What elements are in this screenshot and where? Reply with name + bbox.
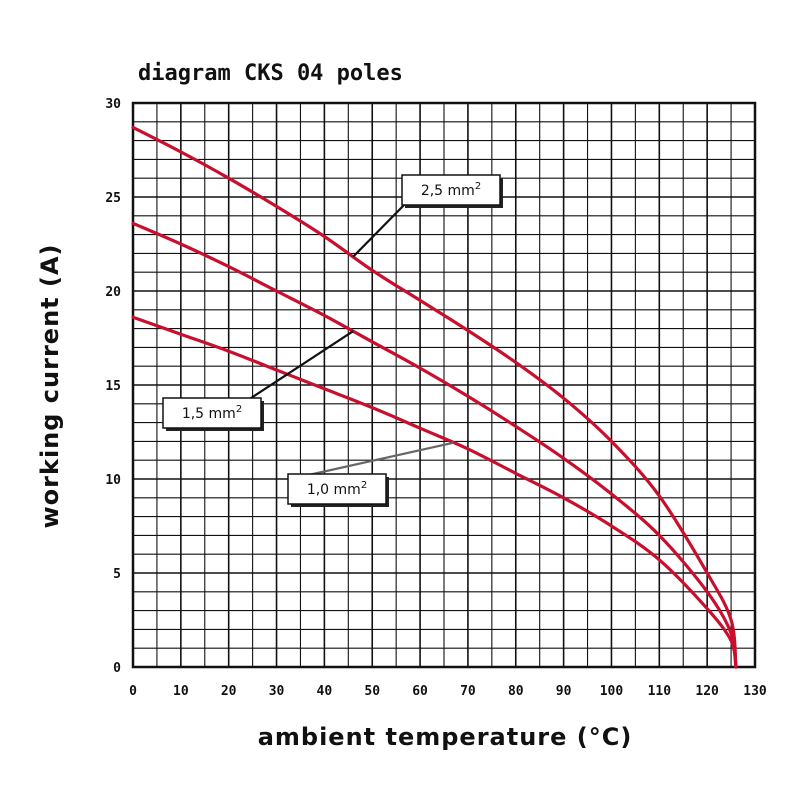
x-tick-label: 120	[695, 684, 719, 699]
callout-box-0	[401, 174, 501, 206]
callout-leader-0	[352, 201, 408, 258]
x-tick-label: 110	[648, 684, 672, 699]
x-tick-label: 40	[317, 684, 333, 699]
x-axis-label: ambient temperature (°C)	[258, 723, 633, 751]
y-tick-label: 0	[113, 661, 121, 676]
x-tick-label: 100	[600, 684, 624, 699]
callout-label-1: 1,5 mm2	[182, 404, 242, 422]
grid	[131, 101, 757, 669]
x-tick-label: 50	[364, 684, 380, 699]
x-tick-label: 130	[743, 684, 767, 699]
callout-superscript-1: 2	[236, 404, 242, 415]
series-group	[131, 125, 738, 669]
callout-superscript-2: 2	[361, 480, 367, 491]
y-tick-label: 25	[105, 191, 121, 206]
callouts: 2,5 mm2 1,5 mm2 1,0 mm2	[162, 174, 503, 507]
callout-superscript-0: 2	[475, 181, 481, 192]
x-tick-label: 20	[221, 684, 237, 699]
callout-leader-1	[247, 330, 354, 401]
y-axis-label: working current (A)	[36, 244, 64, 529]
x-tick-label: 60	[412, 684, 428, 699]
callout-box-1	[162, 397, 262, 429]
x-tick-label: 10	[173, 684, 189, 699]
y-tick-label: 20	[105, 285, 121, 300]
x-tick-label: 0	[129, 684, 137, 699]
chart-title: diagram CKS 04 poles	[138, 61, 403, 86]
callout-label-0: 2,5 mm2	[421, 181, 481, 199]
x-tick-label: 30	[269, 684, 285, 699]
y-tick-label: 15	[105, 379, 121, 394]
callout-label-2: 1,0 mm2	[307, 480, 367, 498]
y-tick-label: 5	[113, 567, 121, 582]
series-line-2	[131, 315, 738, 669]
plot-frame	[131, 101, 757, 669]
y-tick-label: 30	[105, 97, 121, 112]
series-line-0	[131, 125, 738, 669]
x-tick-label: 90	[556, 684, 572, 699]
series-line-1	[131, 221, 738, 669]
x-tick-label: 70	[460, 684, 476, 699]
callout-leader-2	[303, 441, 454, 478]
y-tick-label: 10	[105, 473, 121, 488]
x-tick-label: 80	[508, 684, 524, 699]
axis-ticks: 0 10 20 30 40 50 60 70 80 90 100 110 120 130 0 5 10 15 20 2…	[105, 97, 767, 699]
callout-box-2	[287, 473, 387, 505]
